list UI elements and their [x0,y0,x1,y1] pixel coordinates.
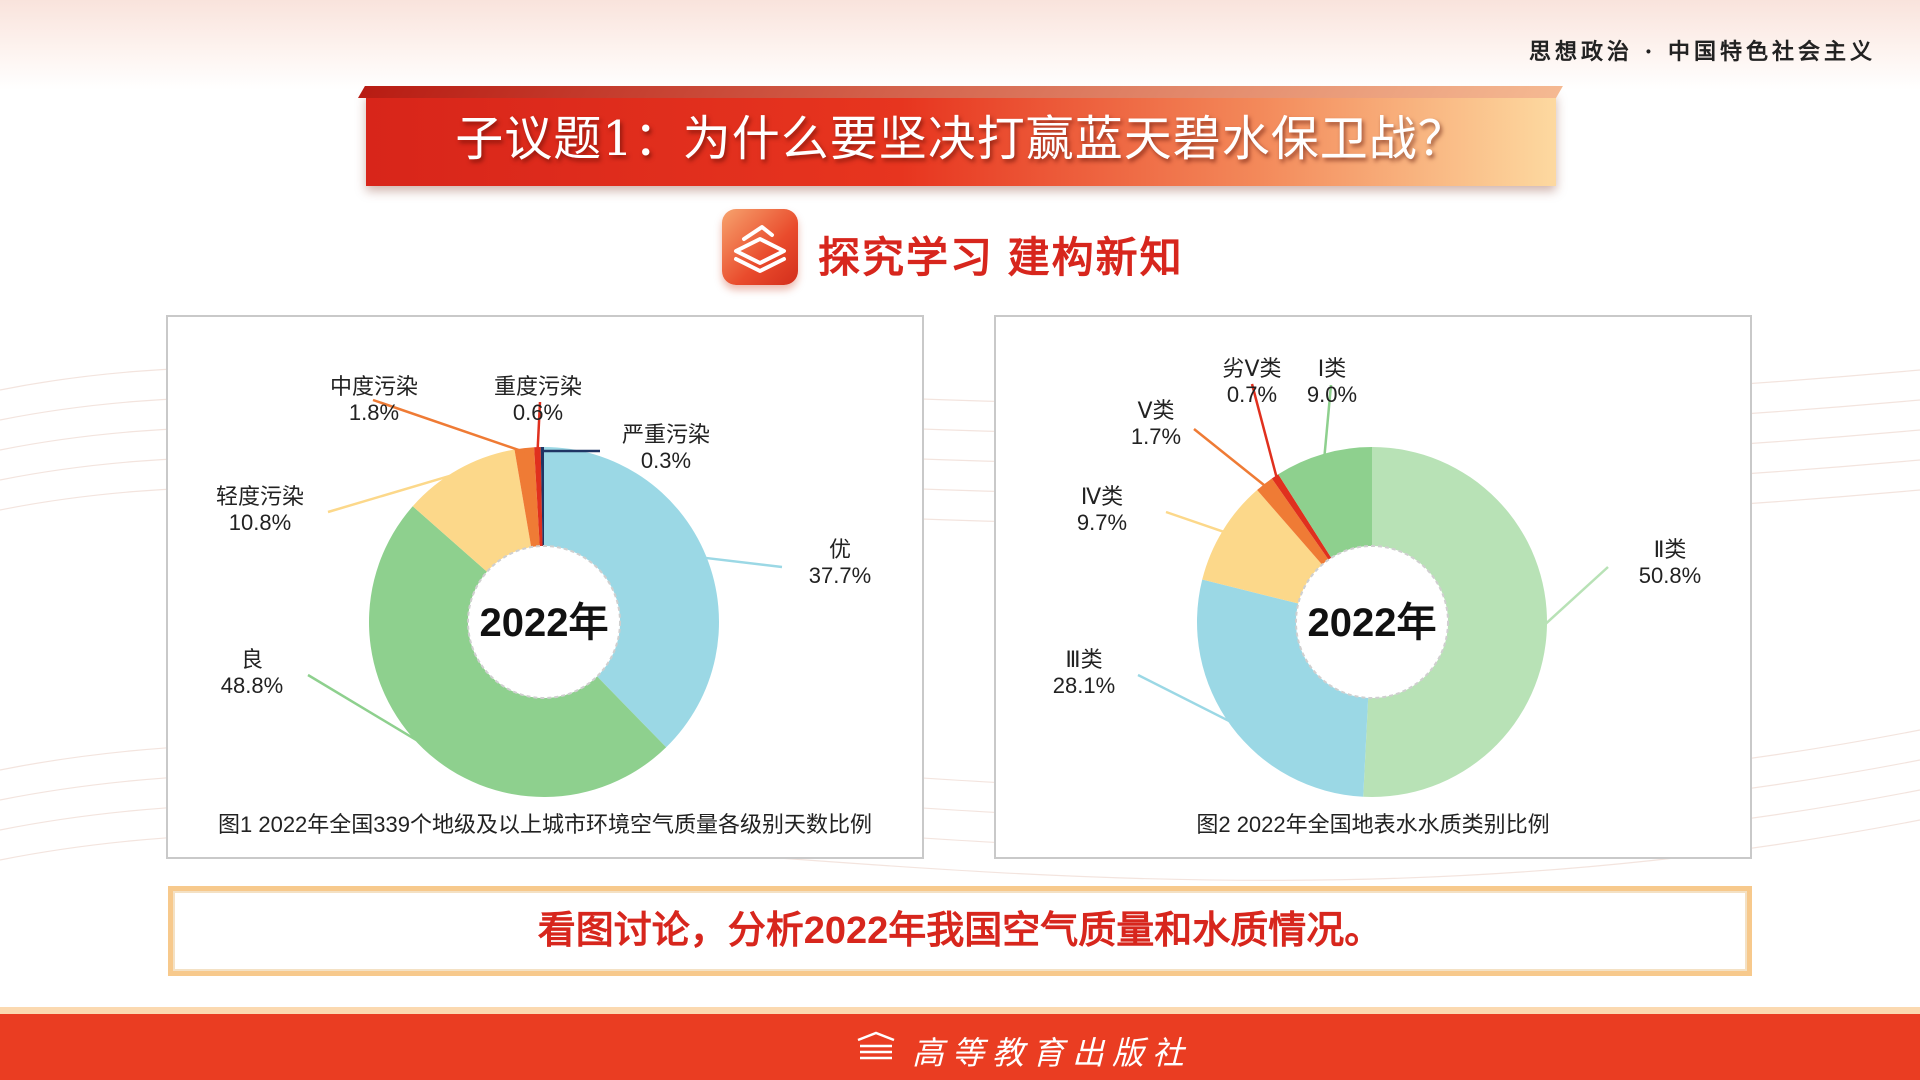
donut-hole [1296,546,1448,698]
air-quality-chart-panel: 优 37.7% 良 48.8% 轻度污染 10.8% 中度污染 1.8% 重度污染 0.6% 严重污… [166,315,924,859]
subject-header: 思想政治 · 中国特色社会主义 [1529,39,1876,65]
donut-slice [1197,579,1369,797]
chart-caption: 图1 2022年全国339个地级及以上城市环境空气质量各级别天数比例 [218,812,872,837]
leader-line [702,556,783,569]
slice-label: Ⅰ类 [1318,356,1347,381]
leader-line [1323,384,1333,458]
leader-line [327,471,462,514]
slice-label: Ⅱ类 [1654,537,1687,562]
discussion-question-box: 看图讨论，分析2022年我国空气质量和水质情况。 [168,886,1752,976]
leader-line [307,673,427,747]
slice-label: 轻度污染 [216,484,304,509]
leader-line [1137,673,1236,725]
book-stack-icon [722,209,798,285]
donut-slice [1271,474,1332,560]
top-background [0,0,1920,90]
leader-line [1542,566,1609,628]
donut-hole [468,546,620,698]
slice-value-label: 0.6% [513,400,563,425]
slice-value-label: 9.7% [1077,510,1127,535]
donut-slice [514,447,540,548]
donut-hole-outline [467,545,621,699]
water-quality-chart-panel: Ⅱ类 50.8% Ⅲ类 28.1% Ⅳ类 9.7% Ⅴ类 1.7% 劣Ⅴ类 0.7% Ⅰ类 9.0% 2… [994,315,1752,859]
slice-label: Ⅳ类 [1081,484,1123,509]
slice-value-label: 28.1% [1053,673,1115,698]
chart-caption: 图2 2022年全国地表水水质类别比例 [1196,812,1550,837]
publisher-logo-icon [857,1031,895,1060]
slice-value-label: 48.8% [221,673,283,698]
donut-slice [534,447,543,547]
slice-label: 优 [829,537,851,562]
slice-value-label: 1.7% [1131,424,1181,449]
leader-line [1165,510,1227,534]
leader-line [536,401,542,452]
slice-label: Ⅴ类 [1137,398,1174,423]
donut-slice [1202,490,1323,604]
page-title: 子议题1：为什么要坚决打赢蓝天碧水保卫战？ [455,111,1467,167]
donut-slice [368,506,667,798]
slice-value-label: 1.8% [349,400,399,425]
slice-value-label: 37.7% [809,563,871,588]
leader-line [1193,428,1268,489]
publisher-name: 高等教育出版社 [912,1034,1193,1072]
donut-slice [540,447,544,547]
footer-bar [0,1014,1920,1080]
leader-line [372,398,526,454]
title-banner: 子议题1：为什么要坚决打赢蓝天碧水保卫战？ [366,92,1556,186]
slice-value-label: 0.3% [641,448,691,473]
donut-hole-outline [1295,545,1449,699]
footer-divider [0,1007,1920,1014]
donut-slice [544,447,719,748]
donut-center-label: 2022年 [480,601,609,645]
slice-value-label: 0.7% [1227,382,1277,407]
slice-label: 严重污染 [622,422,710,447]
slice-value-label: 9.0% [1307,382,1357,407]
donut-slice [1278,447,1372,558]
donut-slice [412,449,532,572]
leader-line [1250,383,1279,480]
slice-label: 重度污染 [494,374,582,399]
donut-center-label: 2022年 [1308,601,1437,645]
donut-slice [1363,447,1548,797]
slice-label: 劣Ⅴ类 [1222,356,1281,381]
slice-value-label: 50.8% [1639,563,1701,588]
discussion-question: 看图讨论，分析2022年我国空气质量和水质情况。 [537,910,1383,952]
section-title: 探究学习 建构新知 [818,234,1184,281]
slice-label: Ⅲ类 [1065,647,1102,672]
slice-label: 良 [241,647,263,672]
donut-slice [1257,478,1329,565]
slice-label: 中度污染 [330,374,418,399]
slice-value-label: 10.8% [229,510,291,535]
